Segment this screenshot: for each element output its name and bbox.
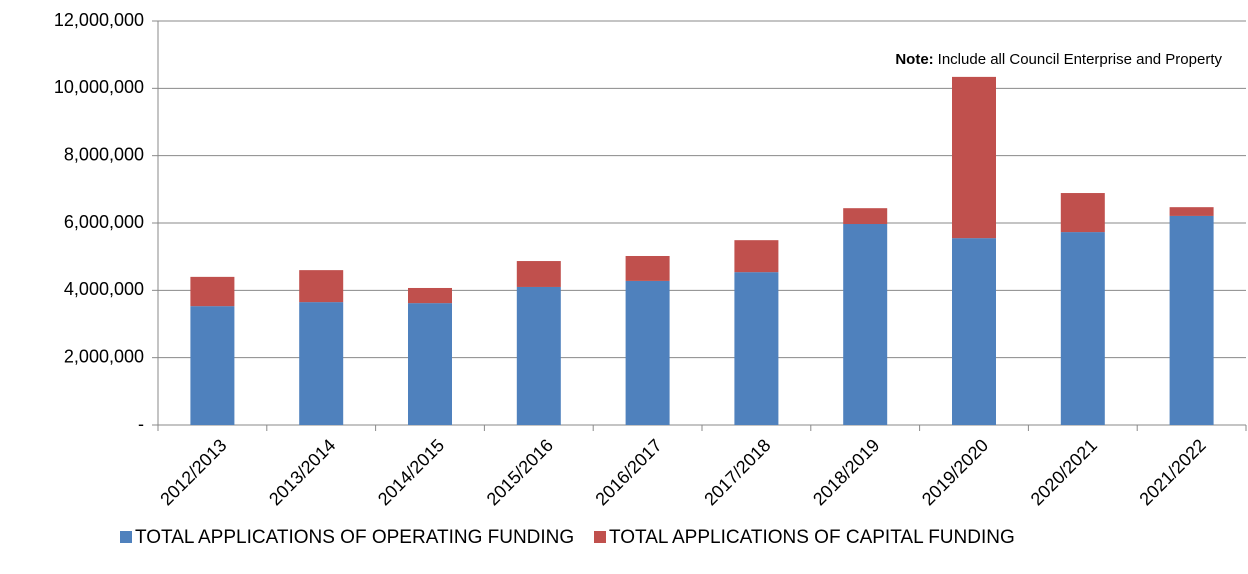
bar-segment xyxy=(843,208,888,225)
bar-segment xyxy=(516,286,561,425)
legend-swatch xyxy=(594,531,606,543)
bar-segment xyxy=(1060,193,1105,233)
x-tick-label: 2020/2021 xyxy=(1027,435,1101,509)
bar-segment xyxy=(625,280,670,425)
bar-segment xyxy=(734,272,779,425)
y-tick-label: 12,000,000 xyxy=(54,10,144,30)
y-tick-label: 6,000,000 xyxy=(64,212,144,232)
x-tick-label: 2021/2022 xyxy=(1135,435,1209,509)
x-tick-label: 2015/2016 xyxy=(483,435,557,509)
bar-segment xyxy=(408,303,452,425)
legend-label: TOTAL APPLICATIONS OF OPERATING FUNDING xyxy=(135,527,574,548)
bar-segment xyxy=(299,270,344,303)
bar-segment xyxy=(952,238,996,425)
bar-segment xyxy=(952,76,996,239)
bar-segment xyxy=(734,240,779,273)
bar-segment xyxy=(1169,215,1214,425)
x-tick-label: 2012/2013 xyxy=(156,435,230,509)
x-tick-label: 2014/2015 xyxy=(374,435,448,509)
x-tick-label: 2017/2018 xyxy=(700,435,774,509)
y-tick-label: 8,000,000 xyxy=(64,144,144,164)
bar-segment xyxy=(1060,232,1105,425)
x-tick-label: 2019/2020 xyxy=(918,435,992,509)
legend-swatch xyxy=(120,531,132,543)
y-tick-label: 10,000,000 xyxy=(54,77,144,97)
annotation-label: Note: xyxy=(895,51,933,68)
x-tick-label: 2018/2019 xyxy=(809,435,883,509)
bar-segment xyxy=(1169,207,1214,216)
bar-segment xyxy=(843,224,888,425)
y-tick-label: - xyxy=(138,414,144,434)
legend-label: TOTAL APPLICATIONS OF CAPITAL FUNDING xyxy=(609,527,1015,548)
bar-segment xyxy=(516,261,561,287)
y-tick-label: 4,000,000 xyxy=(64,279,144,299)
bar-segment xyxy=(190,306,235,425)
y-tick-label: 2,000,000 xyxy=(64,346,144,366)
annotation-text: Include all Council Enterprise and Prope… xyxy=(938,51,1223,68)
bar-segment xyxy=(190,276,235,307)
x-tick-label: 2016/2017 xyxy=(591,435,665,509)
bar-segment xyxy=(299,302,344,425)
bar-segment xyxy=(408,287,452,304)
x-tick-label: 2013/2014 xyxy=(265,435,339,509)
annotation: Note: Include all Council Enterprise and … xyxy=(895,51,1222,68)
bar-segment xyxy=(625,255,670,281)
